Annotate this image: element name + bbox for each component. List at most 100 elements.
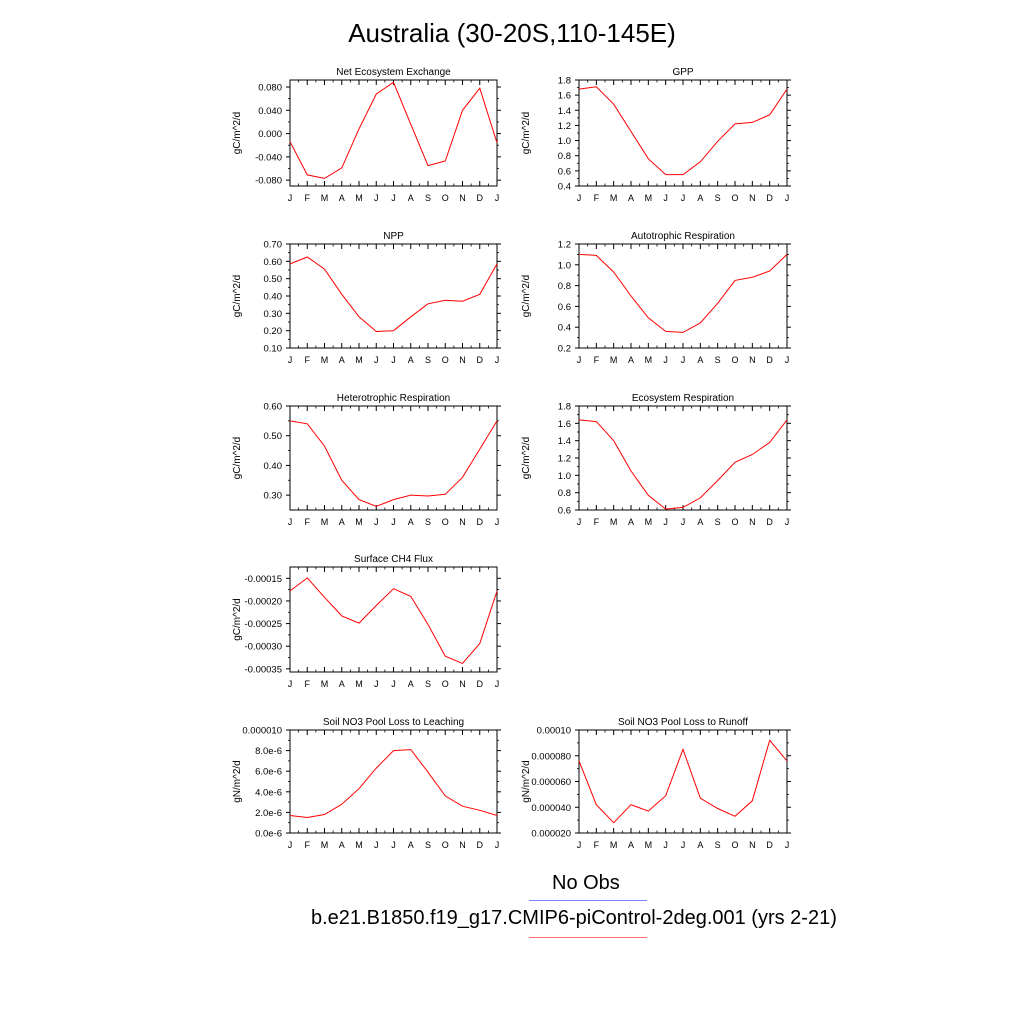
x-tick-label: A <box>408 679 414 689</box>
x-tick-label: M <box>321 355 329 365</box>
y-tick-label: 1.2 <box>558 240 571 251</box>
x-tick-label: N <box>459 679 466 689</box>
x-tick-label: A <box>697 840 703 850</box>
x-tick-label: J <box>288 840 293 850</box>
x-tick-label: A <box>408 193 414 203</box>
x-tick-label: J <box>663 355 668 365</box>
y-tick-label: 0.4 <box>558 182 571 193</box>
x-tick-label: M <box>321 517 329 527</box>
y-tick-label: 0.00010 <box>537 726 571 737</box>
x-tick-label: S <box>715 517 721 527</box>
y-tick-label: 0.70 <box>264 240 283 251</box>
x-tick-label: O <box>442 840 449 850</box>
series-line <box>289 577 498 665</box>
x-tick-label: J <box>681 193 686 203</box>
x-tick-label: A <box>339 193 345 203</box>
x-tick-label: J <box>374 355 379 365</box>
x-tick-label: J <box>495 679 500 689</box>
series-line <box>578 253 788 333</box>
series-line <box>289 420 498 507</box>
panel-title: Soil NO3 Pool Loss to Leaching <box>323 717 464 728</box>
y-tick-label: -0.080 <box>255 176 282 187</box>
x-tick-label: N <box>459 517 466 527</box>
x-tick-label: J <box>785 840 790 850</box>
y-tick-label: 0.8 <box>558 151 571 162</box>
y-tick-label: 0.000020 <box>531 829 571 840</box>
x-tick-label: M <box>645 355 653 365</box>
plot-frame <box>289 79 498 187</box>
x-tick-label: A <box>628 355 634 365</box>
y-tick-label: 0.40 <box>264 292 283 303</box>
panel-title: Soil NO3 Pool Loss to Runoff <box>618 717 748 728</box>
x-tick-label: D <box>477 517 484 527</box>
x-tick-label: S <box>715 355 721 365</box>
y-tick-label: 1.2 <box>558 121 571 132</box>
y-tick-label: 1.6 <box>558 91 571 102</box>
x-tick-label: O <box>731 355 738 365</box>
y-axis-label: gC/m^2/d <box>232 112 243 155</box>
y-tick-label: 0.040 <box>258 106 282 117</box>
y-axis-label: gC/m^2/d <box>521 275 532 318</box>
x-tick-label: A <box>339 840 345 850</box>
x-tick-label: M <box>610 840 618 850</box>
panel-title: Heterotrophic Respiration <box>337 393 450 404</box>
x-tick-label: J <box>663 840 668 850</box>
y-tick-label: 0.000010 <box>242 726 282 737</box>
x-tick-label: J <box>681 840 686 850</box>
y-tick-label: 0.2 <box>558 344 571 355</box>
x-tick-label: F <box>594 840 600 850</box>
x-tick-label: M <box>355 355 363 365</box>
x-tick-label: O <box>731 193 738 203</box>
y-tick-label: 0.6 <box>558 302 571 313</box>
x-tick-label: J <box>374 193 379 203</box>
x-tick-label: J <box>288 355 293 365</box>
y-tick-label: 0.000040 <box>531 803 571 814</box>
x-tick-label: A <box>628 840 634 850</box>
x-tick-label: J <box>785 193 790 203</box>
x-tick-label: M <box>321 193 329 203</box>
legend-obs-line <box>529 900 647 901</box>
y-axis-label: gC/m^2/d <box>232 598 243 641</box>
x-tick-label: A <box>697 517 703 527</box>
x-tick-label: J <box>374 840 379 850</box>
y-tick-label: 1.8 <box>558 402 571 413</box>
x-tick-label: M <box>321 679 329 689</box>
x-tick-label: M <box>645 840 653 850</box>
panel-title: Net Ecosystem Exchange <box>336 67 451 78</box>
series-line <box>578 419 788 510</box>
x-tick-label: S <box>425 355 431 365</box>
x-tick-label: J <box>577 355 582 365</box>
y-tick-label: 1.2 <box>558 454 571 465</box>
x-tick-label: O <box>731 517 738 527</box>
x-tick-label: M <box>355 193 363 203</box>
panel-title: GPP <box>672 67 693 78</box>
y-tick-label: 1.0 <box>558 260 571 271</box>
plot-frame <box>578 79 788 187</box>
chart-panel: Soil NO3 Pool Loss to Leaching gN/m^2/d J F… <box>232 717 501 850</box>
y-tick-label: 0.080 <box>258 82 282 93</box>
legend-model-label: b.e21.B1850.f19_g17.CMIP6-piControl-2deg… <box>311 907 837 929</box>
y-tick-label: 1.0 <box>558 136 571 147</box>
x-tick-label: M <box>610 193 618 203</box>
x-tick-label: D <box>766 355 773 365</box>
x-tick-label: S <box>715 840 721 850</box>
x-tick-label: A <box>408 355 414 365</box>
y-tick-label: 0.40 <box>264 461 283 472</box>
x-tick-label: J <box>785 517 790 527</box>
y-tick-label: 0.8 <box>558 488 571 499</box>
y-tick-label: 0.6 <box>558 506 571 517</box>
y-tick-label: 0.000 <box>258 129 282 140</box>
plot-frame <box>289 405 498 511</box>
y-tick-label: 0.4 <box>558 323 571 334</box>
x-tick-label: F <box>305 355 311 365</box>
x-tick-label: N <box>459 355 466 365</box>
x-tick-label: A <box>628 193 634 203</box>
y-tick-label: 1.0 <box>558 471 571 482</box>
x-tick-label: A <box>339 517 345 527</box>
y-axis-label: gC/m^2/d <box>521 112 532 155</box>
x-tick-label: J <box>577 840 582 850</box>
x-tick-label: F <box>594 355 600 365</box>
